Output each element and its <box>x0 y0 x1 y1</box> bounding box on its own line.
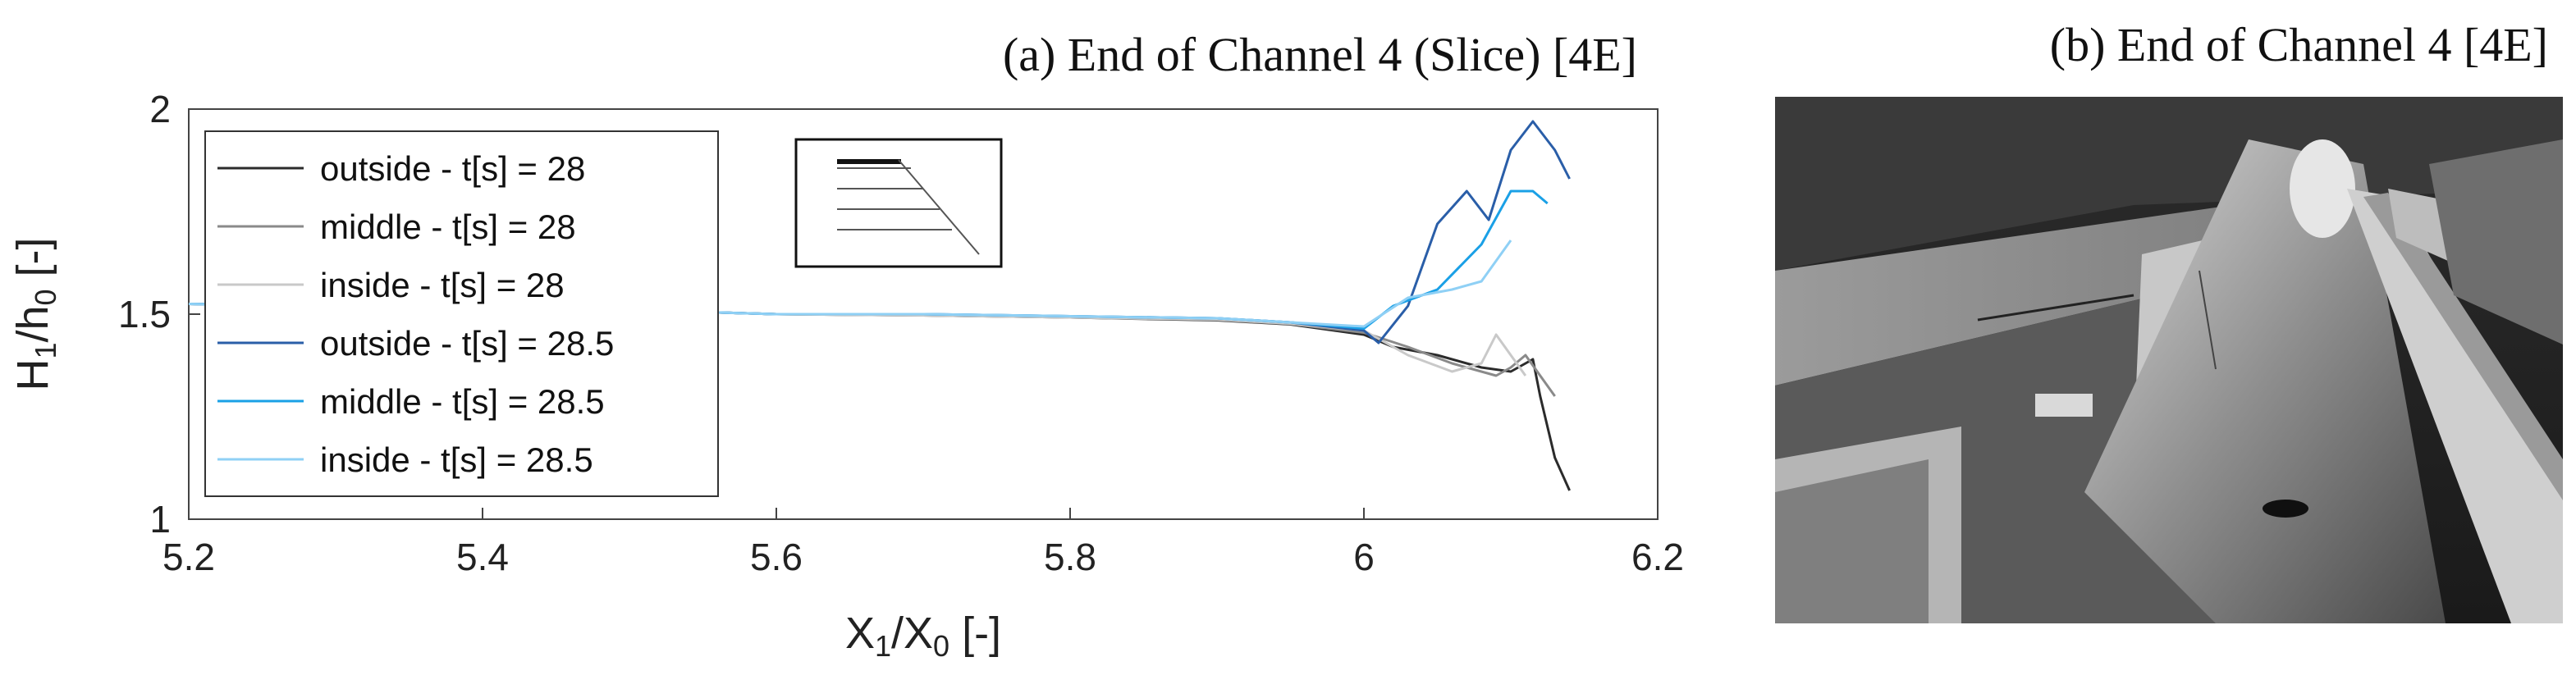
y-tick-label: 1.5 <box>118 293 171 335</box>
legend: outside - t[s] = 28 middle - t[s] = 28 ins… <box>204 130 719 497</box>
inset-schematic <box>794 138 1003 268</box>
y-tick-label: 1 <box>149 498 171 541</box>
panel-b-title: (b) End of Channel 4 [4E] <box>2050 18 2548 71</box>
x-tick-label: 5.6 <box>750 536 803 578</box>
legend-label-2: middle - t[s] = 28 <box>320 208 576 246</box>
legend-label-3: inside - t[s] = 28 <box>320 266 565 304</box>
x-tick-label: 5.8 <box>1044 536 1096 578</box>
x-axis-label: X1/X0 [-] <box>845 609 1001 663</box>
inset-diagonal <box>898 159 980 255</box>
x-tick-label: 5.2 <box>162 536 215 578</box>
x-tick-label: 6 <box>1353 536 1375 578</box>
y-axis-label: H1/h0 [-] <box>8 237 62 390</box>
legend-label-5: middle - t[s] = 28.5 <box>320 382 605 421</box>
legend-label-1: outside - t[s] = 28 <box>320 149 585 188</box>
legend-items: outside - t[s] = 28 middle - t[s] = 28 ins… <box>217 149 614 479</box>
legend-label-6: inside - t[s] = 28.5 <box>320 440 593 479</box>
x-tick-label: 6.2 <box>1631 536 1684 578</box>
legend-label-4: outside - t[s] = 28.5 <box>320 324 614 363</box>
y-tick-label: 2 <box>149 88 171 130</box>
inset-box <box>794 138 1003 268</box>
legend-box <box>204 130 719 497</box>
flume-photo <box>1775 97 2563 623</box>
panel-a-title: (a) End of Channel 4 (Slice) [4E] <box>1003 28 1637 81</box>
axis-ticks: 5.2 5.4 5.6 5.8 6 6.2 1 1.5 2 <box>118 88 1684 578</box>
x-tick-label: 5.4 <box>456 536 509 578</box>
